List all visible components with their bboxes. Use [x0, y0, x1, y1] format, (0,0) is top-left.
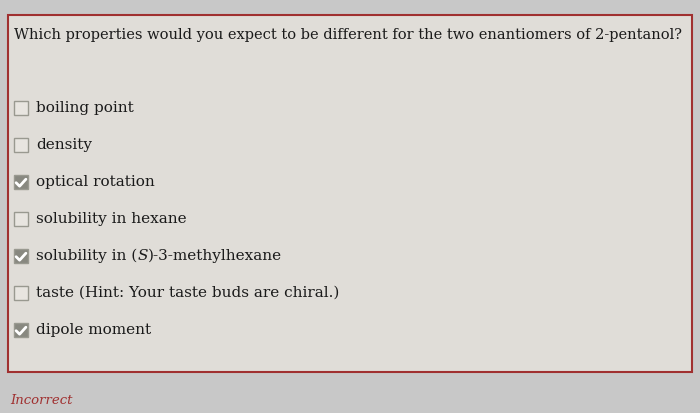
Bar [14, 175, 28, 189]
Text: taste (Hint: Your taste buds are chiral.): taste (Hint: Your taste buds are chiral.… [36, 286, 340, 300]
Bar [14, 101, 28, 115]
Text: Incorrect: Incorrect [10, 394, 73, 406]
Bar [14, 323, 28, 337]
Bar [14, 286, 28, 300]
Text: solubility in hexane: solubility in hexane [36, 212, 187, 226]
Bar [8, 15, 692, 372]
Bar [14, 249, 28, 263]
Bar [14, 212, 28, 226]
Text: solubility in (: solubility in ( [36, 249, 137, 263]
Text: boiling point: boiling point [36, 101, 134, 115]
Text: )-3-methylhexane: )-3-methylhexane [148, 249, 282, 263]
Text: optical rotation: optical rotation [36, 175, 155, 189]
Text: S: S [137, 249, 148, 263]
Text: Which properties would you expect to be different for the two enantiomers of 2-p: Which properties would you expect to be … [14, 28, 682, 42]
Text: dipole moment: dipole moment [36, 323, 151, 337]
Text: density: density [36, 138, 92, 152]
Bar [14, 138, 28, 152]
